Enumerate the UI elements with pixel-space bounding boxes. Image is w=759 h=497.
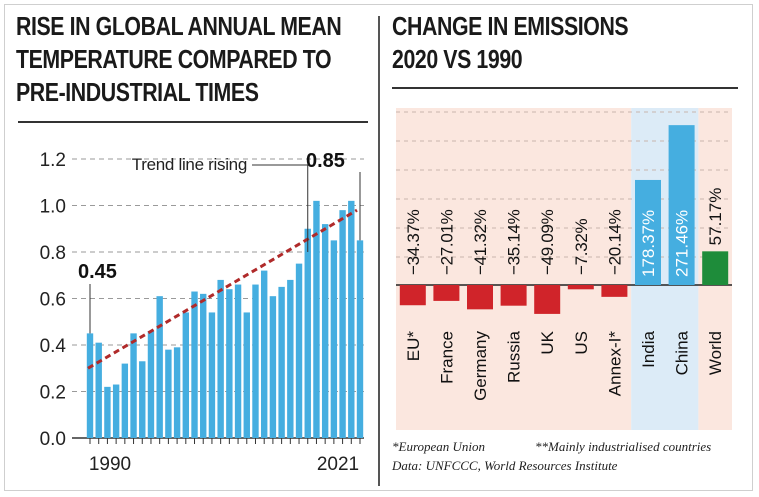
- emissions-category-label: Germany: [471, 331, 490, 401]
- emissions-bar: [399, 285, 426, 306]
- trend-leader-line: [252, 164, 309, 252]
- temperature-bar: [321, 224, 329, 438]
- emissions-category-label: Russia: [505, 330, 524, 383]
- emissions-category-label: France: [437, 331, 456, 384]
- temperature-bar: [304, 228, 311, 438]
- emissions-value-label: −41.32%: [471, 209, 490, 275]
- emissions-value-label: −27.01%: [437, 209, 456, 275]
- emissions-value-label: 57.17%: [706, 188, 725, 246]
- emissions-value-label: −34.37%: [404, 209, 423, 275]
- left-title-line-2: TEMPERATURE COMPARED TO: [16, 44, 332, 74]
- x-tick-label: 1990: [89, 454, 131, 475]
- temperature-bar: [200, 293, 207, 438]
- footnote-annex: **Mainly industrialised countries: [535, 439, 712, 454]
- temperature-bar: [165, 349, 172, 438]
- temperature-bar: [182, 312, 190, 438]
- temperature-bar: [278, 286, 285, 438]
- emissions-bar: [534, 285, 561, 314]
- emissions-bar: [601, 285, 628, 297]
- emissions-value-label: 178.37%: [639, 210, 658, 277]
- emissions-bar: [668, 125, 695, 285]
- temperature-bar: [269, 296, 277, 438]
- y-tick-label: 0.2: [40, 383, 66, 404]
- left-title-line-3: PRE-INDUSTRIAL TIMES: [16, 77, 259, 107]
- emissions-value-label: −49.09%: [538, 209, 557, 275]
- temperature-bar: [139, 361, 146, 438]
- y-tick-label: 0.4: [40, 336, 67, 357]
- start-value-label: 0.45: [78, 261, 117, 283]
- right-title-line-2: 2020 VS 1990: [392, 44, 523, 74]
- developed-countries-panel: [396, 108, 632, 430]
- y-tick-label: 1.2: [40, 150, 66, 171]
- left-title-line-1: RISE IN GLOBAL ANNUAL MEAN: [16, 11, 342, 41]
- emissions-bar: [567, 285, 594, 290]
- emissions-bar: [500, 285, 527, 306]
- temperature-bar: [348, 200, 355, 438]
- temperature-bar: [356, 240, 364, 438]
- y-tick-label: 1.0: [40, 197, 66, 218]
- emissions-category-label: World: [706, 331, 725, 375]
- emissions-value-label: −7.32%: [572, 218, 591, 275]
- temperature-bar: [313, 200, 320, 438]
- emissions-value-label: 271.46%: [673, 210, 692, 277]
- emissions-value-label: −20.14%: [605, 209, 624, 275]
- emissions-category-label: Annex-I*: [605, 331, 624, 397]
- temperature-bar: [121, 363, 129, 438]
- y-tick-label: 0.6: [40, 290, 66, 311]
- temperature-bar: [252, 284, 259, 438]
- temperature-bar: [147, 331, 155, 438]
- emissions-category-label: China: [673, 330, 692, 375]
- temperature-bar: [156, 296, 163, 438]
- temperature-bar: [330, 240, 338, 438]
- temperature-bar: [287, 279, 294, 438]
- left-chart-title: RISE IN GLOBAL ANNUAL MEAN TEMPERATURE C…: [16, 10, 342, 109]
- left-title-rule: [18, 121, 368, 123]
- source-note: Data: UNFCCC, World Resources Institute: [392, 458, 618, 473]
- emissions-category-label: EU*: [404, 331, 423, 362]
- temperature-bar: [86, 333, 94, 438]
- y-tick-label: 0.0: [40, 429, 66, 450]
- right-title-rule: [392, 87, 738, 89]
- emissions-category-label: UK: [538, 330, 557, 354]
- temperature-bar: [217, 279, 224, 438]
- right-chart-title: CHANGE IN EMISSIONS 2020 VS 1990: [392, 10, 629, 76]
- temperature-bar: [243, 312, 250, 438]
- temperature-bar: [226, 289, 233, 438]
- emissions-category-label: India: [639, 330, 658, 367]
- temperature-bar: [234, 284, 242, 438]
- temperature-bar: [191, 291, 198, 438]
- emissions-bar: [702, 251, 729, 285]
- trend-label: Trend line rising: [132, 155, 247, 174]
- emissions-value-label: −35.14%: [505, 209, 524, 275]
- y-tick-label: 0.8: [40, 243, 66, 264]
- temperature-bar: [173, 347, 181, 438]
- temperature-bar: [104, 386, 111, 438]
- figure-frame: [4, 4, 753, 491]
- temperature-bar: [208, 312, 216, 438]
- emissions-category-label: US: [572, 331, 591, 355]
- end-value-label: 0.85: [306, 150, 345, 172]
- emissions-bar: [467, 285, 493, 310]
- temperature-bar: [130, 333, 137, 438]
- right-title-line-1: CHANGE IN EMISSIONS: [392, 11, 629, 41]
- temperature-bar: [295, 263, 303, 438]
- temperature-bar: [112, 384, 120, 438]
- temperature-bar: [339, 210, 346, 438]
- temperature-bar: [260, 270, 268, 438]
- temperature-bar: [95, 342, 102, 438]
- trend-line: [87, 208, 358, 370]
- footnote-eu: *European Union: [392, 439, 486, 454]
- panel-divider: [378, 16, 380, 486]
- emissions-bar: [433, 285, 460, 301]
- emissions-bar: [635, 179, 661, 285]
- x-tick-label: 2021: [317, 454, 359, 475]
